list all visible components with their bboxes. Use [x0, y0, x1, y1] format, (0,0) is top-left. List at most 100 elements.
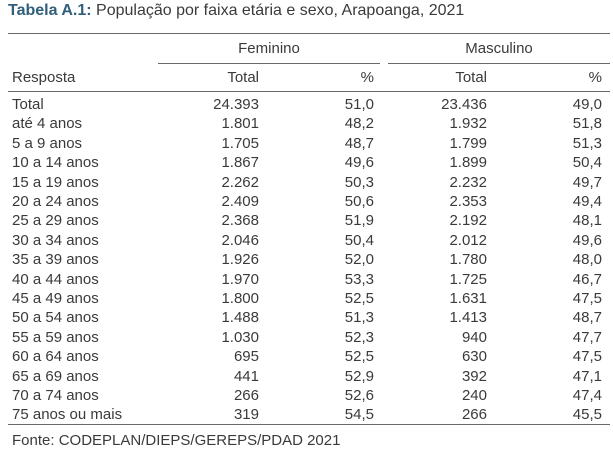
cell-female-pct: 51,0	[344, 96, 374, 113]
cell-age-group: 35 a 39 anos	[12, 251, 99, 268]
cell-male-total: 2.012	[449, 232, 487, 249]
cell-male-total: 940	[461, 329, 487, 346]
cell-female-pct: 49,6	[344, 154, 374, 171]
group-rule-male	[388, 63, 610, 64]
table-source-note: Fonte: CODEPLAN/DIEPS/GEREPS/PDAD 2021	[12, 432, 341, 449]
table-title-label: Tabela A.1:	[8, 2, 92, 19]
group-header-male: Masculino	[465, 40, 533, 57]
cell-female-pct: 52,6	[344, 387, 374, 404]
cell-male-pct: 49,4	[572, 193, 602, 210]
cell-age-group: 40 a 44 anos	[12, 271, 99, 288]
cell-male-total: 1.725	[449, 271, 487, 288]
group-header-female: Feminino	[238, 40, 300, 57]
top-rule	[8, 33, 610, 34]
cell-age-group: 20 a 24 anos	[12, 193, 99, 210]
cell-female-pct: 52,5	[344, 348, 374, 365]
cell-male-total: 1.631	[449, 290, 487, 307]
cell-male-pct: 49,6	[572, 232, 602, 249]
cell-male-pct: 48,0	[572, 251, 602, 268]
cell-female-pct: 48,7	[344, 135, 374, 152]
cell-female-pct: 48,2	[344, 115, 374, 132]
cell-male-total: 240	[461, 387, 487, 404]
cell-male-pct: 47,7	[572, 329, 602, 346]
cell-male-pct: 47,1	[572, 368, 602, 385]
cell-female-pct: 52,5	[344, 290, 374, 307]
cell-male-pct: 49,0	[572, 96, 602, 113]
cell-age-group: 45 a 49 anos	[12, 290, 99, 307]
cell-age-group: 55 a 59 anos	[12, 329, 99, 346]
cell-female-total: 695	[233, 348, 259, 365]
cell-female-total: 1.867	[221, 154, 259, 171]
column-header-response: Resposta	[12, 69, 76, 86]
cell-age-group: 15 a 19 anos	[12, 174, 99, 191]
cell-male-total: 2.353	[449, 193, 487, 210]
cell-age-group: 30 a 34 anos	[12, 232, 99, 249]
cell-male-pct: 47,4	[572, 387, 602, 404]
cell-female-total: 2.368	[221, 212, 259, 229]
cell-female-pct: 50,6	[344, 193, 374, 210]
cell-male-pct: 51,8	[572, 115, 602, 132]
cell-female-total: 1.970	[221, 271, 259, 288]
cell-female-pct: 52,3	[344, 329, 374, 346]
cell-female-total: 2.262	[221, 174, 259, 191]
cell-female-pct: 50,4	[344, 232, 374, 249]
column-header-total-male: Total	[455, 69, 487, 86]
cell-female-pct: 54,5	[344, 406, 374, 423]
header-bottom-rule	[8, 91, 610, 92]
table-bottom-rule	[8, 424, 610, 425]
cell-male-total: 392	[461, 368, 487, 385]
cell-male-pct: 50,4	[572, 154, 602, 171]
cell-male-pct: 48,1	[572, 212, 602, 229]
cell-age-group: 10 a 14 anos	[12, 154, 99, 171]
cell-female-pct: 52,9	[344, 368, 374, 385]
table-title: Tabela A.1: População por faixa etária e…	[8, 1, 464, 21]
cell-male-total: 1.413	[449, 309, 487, 326]
column-header-total-female: Total	[227, 69, 259, 86]
cell-male-pct: 47,5	[572, 290, 602, 307]
cell-male-total: 2.192	[449, 212, 487, 229]
cell-female-total: 1.488	[221, 309, 259, 326]
cell-female-pct: 51,9	[344, 212, 374, 229]
cell-male-pct: 46,7	[572, 271, 602, 288]
cell-female-total: 2.409	[221, 193, 259, 210]
cell-age-group: 5 a 9 anos	[12, 135, 83, 152]
table-title-text: População por faixa etária e sexo, Arapo…	[96, 2, 465, 19]
cell-female-total: 441	[233, 368, 259, 385]
column-header-pct-female: %	[360, 69, 374, 86]
group-rule-female	[158, 63, 380, 64]
cell-age-group: 50 a 54 anos	[12, 309, 99, 326]
cell-male-pct: 47,5	[572, 348, 602, 365]
cell-age-group: Total	[12, 96, 44, 113]
cell-age-group: 70 a 74 anos	[12, 387, 99, 404]
cell-female-pct: 53,3	[344, 271, 374, 288]
cell-male-pct: 45,5	[572, 406, 602, 423]
cell-age-group: até 4 anos	[12, 115, 83, 132]
cell-female-total: 1.800	[221, 290, 259, 307]
cell-female-pct: 52,0	[344, 251, 374, 268]
cell-male-total: 1.780	[449, 251, 487, 268]
cell-age-group: 65 a 69 anos	[12, 368, 99, 385]
cell-age-group: 25 a 29 anos	[12, 212, 99, 229]
cell-male-total: 2.232	[449, 174, 487, 191]
cell-female-total: 1.926	[221, 251, 259, 268]
cell-male-pct: 49,7	[572, 174, 602, 191]
cell-male-pct: 51,3	[572, 135, 602, 152]
cell-female-pct: 51,3	[344, 309, 374, 326]
cell-female-total: 24.393	[213, 96, 259, 113]
cell-female-total: 1.801	[221, 115, 259, 132]
cell-male-total: 266	[461, 406, 487, 423]
cell-male-total: 23.436	[441, 96, 487, 113]
cell-male-pct: 48,7	[572, 309, 602, 326]
cell-female-total: 1.705	[221, 135, 259, 152]
cell-male-total: 1.932	[449, 115, 487, 132]
cell-female-total: 2.046	[221, 232, 259, 249]
cell-female-pct: 50,3	[344, 174, 374, 191]
column-header-pct-male: %	[588, 69, 602, 86]
cell-female-total: 319	[233, 406, 259, 423]
cell-age-group: 75 anos ou mais	[12, 406, 123, 423]
cell-male-total: 630	[461, 348, 487, 365]
cell-female-total: 266	[233, 387, 259, 404]
cell-male-total: 1.899	[449, 154, 487, 171]
cell-female-total: 1.030	[221, 329, 259, 346]
cell-male-total: 1.799	[449, 135, 487, 152]
